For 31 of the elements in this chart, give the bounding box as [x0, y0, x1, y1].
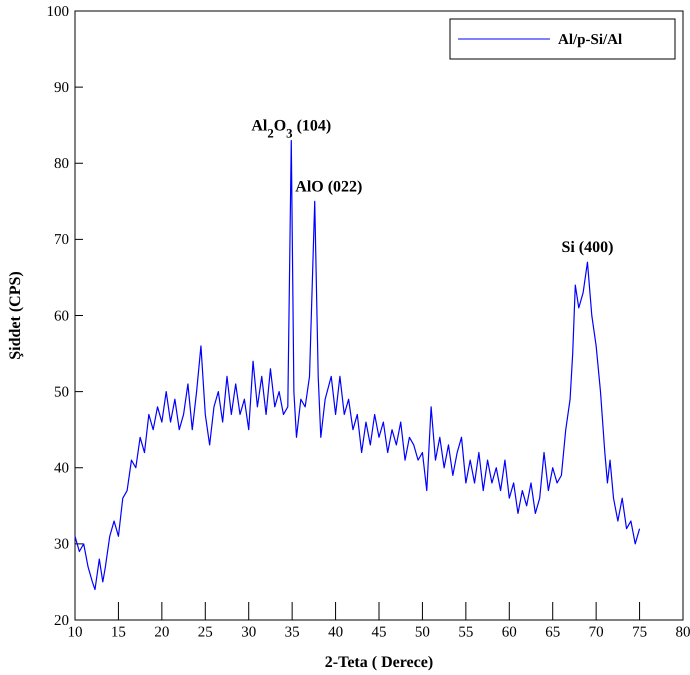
x-tick-label: 10: [68, 624, 82, 641]
y-tick-label: 60: [54, 308, 69, 324]
x-tick-label: 20: [154, 624, 170, 641]
x-axis-title: 2-Teta ( Derece): [324, 654, 434, 671]
x-tick-label: 60: [502, 624, 517, 641]
x-tick-label: 45: [372, 624, 386, 641]
annotation: Al$_{2}$O$_{3}$ (104): [251, 117, 332, 140]
line-series: [74, 140, 640, 590]
x-tick-label: 55: [458, 624, 474, 641]
y-tick-label: 100: [46, 4, 69, 20]
x-tick-label: 35: [284, 624, 300, 641]
y-tick-label: 70: [54, 232, 69, 248]
y-tick-label: 80: [54, 156, 69, 172]
x-tick-label: 80: [676, 624, 690, 641]
x-tick-label: 25: [198, 624, 213, 641]
text: Al/p-Si/Al: [558, 32, 622, 48]
y-tick-label: 50: [54, 384, 69, 400]
x-tick-label: 70: [588, 624, 604, 641]
x-tick-label: 65: [545, 624, 560, 641]
y-tick-label: 30: [54, 536, 69, 553]
annotation: AlO (022): [295, 178, 362, 196]
x-tick-label: 30: [241, 624, 256, 641]
x-tick-label: 75: [632, 624, 648, 641]
y-tick-label: 40: [54, 460, 69, 477]
y-tick-label: 20: [54, 612, 69, 629]
y-tick-label: 90: [54, 80, 69, 96]
x-tick-label: 40: [328, 624, 344, 641]
x-tick-label: 15: [110, 624, 126, 641]
annotation: Si (400): [561, 239, 614, 256]
x-tick-label: 50: [414, 624, 430, 641]
y-axis-title: Şiddet (CPS): [7, 271, 24, 360]
